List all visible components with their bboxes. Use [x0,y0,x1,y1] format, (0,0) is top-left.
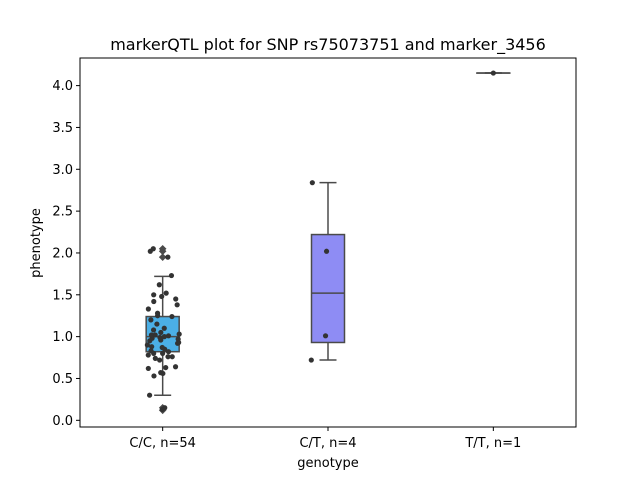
chart-title: markerQTL plot for SNP rs75073751 and ma… [110,35,546,55]
x-tick-label: C/C, n=54 [129,436,195,451]
data-point [161,334,167,340]
data-point [176,331,182,337]
data-point [159,344,165,351]
data-point [165,254,171,260]
outlier-marker [158,244,167,253]
data-point [148,332,155,338]
data-point [145,352,151,358]
data-point [160,370,166,377]
plot-frame [79,57,577,428]
data-point [162,405,168,411]
data-point [146,392,153,398]
y-axis-label: phenotype [29,208,44,278]
data-point [152,332,158,338]
data-point [165,333,172,339]
x-tick-label: C/T, n=4 [299,436,356,451]
data-point [156,282,162,288]
y-tick-label: 2.5 [52,205,73,220]
y-tick-label: 2.0 [52,246,73,261]
data-point [145,365,151,372]
data-point [154,321,160,327]
data-point [151,298,157,305]
data-point [150,327,157,333]
x-axis: C/C, n=54 C/T, n=4 T/T, n=1 [129,427,521,451]
data-point [163,364,169,371]
data-point [309,180,315,186]
data-point [151,373,157,379]
data-point [173,296,179,302]
data-point [154,310,161,316]
plot-marks [144,70,511,415]
data-point [148,348,154,354]
y-axis: 0.0 0.5 1.0 1.5 2.0 2.5 3.0 3.5 4.0 [52,79,80,429]
data-point [157,334,163,341]
y-tick-label: 0.0 [52,414,73,429]
data-point [172,364,179,370]
data-point [490,70,496,76]
data-point [150,246,156,252]
x-axis-label: genotype [297,456,358,471]
data-point [148,317,154,323]
data-point [175,336,181,342]
y-tick-label: 1.0 [52,330,73,345]
data-point [149,344,155,350]
data-point [308,357,314,363]
data-point [169,354,175,360]
outlier-marker [158,253,167,261]
y-tick-label: 4.0 [52,79,73,94]
data-point [161,325,167,331]
y-tick-label: 0.5 [52,372,73,387]
data-point [169,313,175,320]
data-point [159,293,165,300]
y-tick-label: 3.0 [52,163,73,178]
data-point [163,290,169,296]
data-point [152,355,158,361]
data-point [165,349,172,355]
data-point [145,306,151,312]
data-point [174,302,180,308]
data-point [168,272,175,279]
data-point [144,342,150,348]
x-tick-label: T/T, n=1 [464,436,521,451]
data-point [165,354,171,360]
data-point [151,292,157,298]
data-point [157,357,163,363]
data-point [160,350,166,356]
y-tick-label: 3.5 [52,121,73,136]
data-point [323,248,330,254]
data-point [322,333,329,339]
y-tick-label: 1.5 [52,288,73,303]
data-point [158,329,164,336]
